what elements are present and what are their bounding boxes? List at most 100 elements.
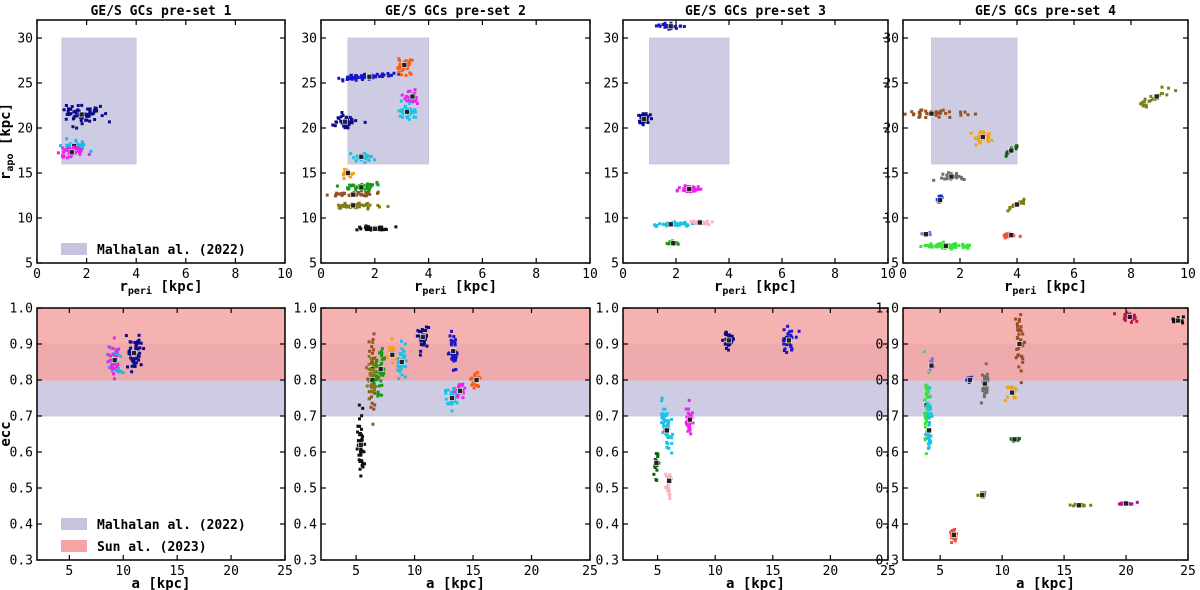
data-point [63, 148, 67, 152]
data-point [665, 431, 669, 435]
data-point [670, 442, 674, 446]
data-point [788, 330, 792, 334]
data-point [782, 337, 786, 341]
data-point [411, 100, 415, 104]
data-point [670, 417, 674, 421]
data-point [693, 189, 697, 193]
data-point [928, 233, 932, 237]
data-point [356, 430, 360, 434]
shaded-region-1 [903, 308, 1188, 381]
x-tick-label: 2 [371, 267, 379, 282]
data-point [966, 246, 970, 250]
data-point [983, 378, 987, 382]
data-point [340, 111, 344, 115]
y-tick-label: 0.4 [294, 518, 318, 533]
data-point [786, 332, 790, 336]
data-point [1180, 319, 1184, 323]
data-point [333, 124, 337, 128]
x-tick-label: 4 [725, 267, 733, 282]
data-point [341, 113, 345, 117]
data-point [453, 341, 457, 345]
data-point [379, 379, 383, 383]
data-point [950, 247, 954, 251]
data-point [668, 435, 672, 439]
data-point [666, 489, 670, 493]
data-point [1165, 93, 1169, 97]
data-point [396, 66, 400, 70]
data-point [666, 421, 670, 425]
data-point [79, 147, 83, 151]
data-point [137, 338, 141, 342]
data-point [937, 194, 941, 198]
data-point [682, 188, 686, 192]
data-point [646, 114, 650, 118]
data-point [940, 245, 944, 249]
cluster-marker [786, 337, 792, 344]
data-point [129, 356, 133, 360]
data-point [364, 194, 368, 198]
data-point [406, 95, 410, 99]
data-point [359, 189, 363, 193]
data-point [76, 104, 80, 108]
data-point [128, 350, 132, 354]
cluster-marker [1009, 389, 1015, 396]
data-point [335, 120, 339, 124]
data-point [652, 472, 656, 476]
data-point [380, 350, 384, 354]
panel-top-1: 0 2 4 6 8 10 5 10 15 20 25 30 GE/S GCs pre-set 1 rper… [0, 4, 293, 297]
data-point [59, 144, 63, 148]
data-point [637, 113, 641, 117]
data-point [130, 370, 134, 374]
data-point [929, 434, 933, 438]
data-point [982, 395, 986, 399]
data-point [639, 114, 643, 118]
cluster-marker [450, 348, 456, 355]
y-tick-label: 10 [17, 212, 33, 227]
scatter-points [56, 103, 111, 160]
data-point [370, 390, 374, 394]
data-point [336, 203, 340, 207]
data-point [356, 191, 360, 195]
data-point [346, 126, 350, 130]
data-point [446, 388, 450, 392]
data-point [1019, 313, 1023, 317]
data-point [1016, 324, 1020, 328]
data-point [654, 24, 658, 28]
data-point [1021, 199, 1025, 203]
data-point [133, 361, 137, 365]
data-point [361, 461, 365, 465]
data-point [373, 391, 377, 395]
data-point [919, 108, 923, 112]
legend: Malhalan al. (2022) [61, 243, 246, 258]
data-point [89, 149, 93, 153]
data-point [450, 357, 454, 361]
data-point [348, 175, 352, 179]
data-point [686, 223, 690, 227]
data-point [689, 220, 693, 224]
data-point [358, 467, 362, 471]
data-point [925, 111, 929, 115]
cluster-marker [1016, 341, 1023, 347]
data-point [943, 177, 947, 181]
data-point [1151, 97, 1155, 101]
data-point [668, 473, 672, 477]
data-point [944, 111, 948, 115]
data-point [949, 172, 953, 176]
cluster-marker [1014, 201, 1020, 208]
data-point [129, 346, 133, 350]
data-point [369, 155, 373, 159]
cluster-marker [473, 377, 480, 383]
data-point [1005, 151, 1009, 155]
y-tick-label: 0.5 [10, 482, 33, 497]
data-point [987, 136, 991, 140]
data-point [928, 415, 932, 419]
scatter-points [652, 324, 801, 501]
data-point [114, 369, 118, 373]
data-point [369, 185, 373, 189]
data-point [380, 373, 384, 377]
data-point [963, 245, 967, 249]
data-point [344, 203, 348, 207]
data-point [662, 415, 666, 419]
data-point [954, 245, 958, 249]
data-point [362, 204, 366, 208]
